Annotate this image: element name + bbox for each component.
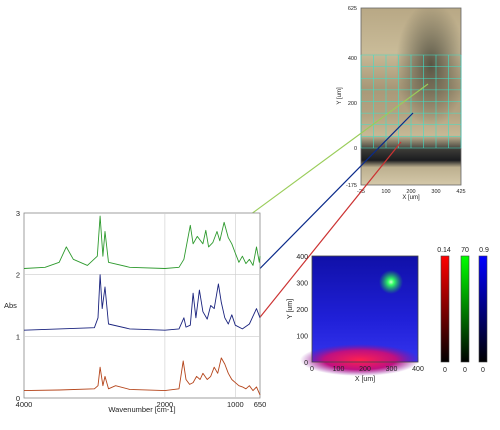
map-frame bbox=[311, 255, 419, 363]
map-x-tick: 200 bbox=[359, 366, 371, 373]
micrograph-y-tick: 200 bbox=[348, 101, 357, 107]
map-x-ticks: 0 100 200 300 400 bbox=[310, 366, 424, 373]
map-y-ticks: 400 300 200 100 0 bbox=[296, 254, 308, 367]
micrograph-x-tick: 425 bbox=[456, 189, 465, 195]
spectrum-line-1 bbox=[23, 215, 261, 269]
spectrum-x-label: Wavenumber [cm-1] bbox=[108, 405, 175, 414]
colorbar-red-max: 0.14 bbox=[437, 247, 451, 254]
colorbar-green-min: 0 bbox=[463, 367, 467, 374]
colorbar-red bbox=[440, 255, 450, 363]
map-y-tick: 100 bbox=[296, 334, 308, 341]
colorbar-blue bbox=[478, 255, 488, 363]
spectrum-x-ticks: 4000 2000 1000 650 bbox=[16, 400, 267, 409]
arrow-green bbox=[222, 83, 429, 235]
colorbar-red-min: 0 bbox=[443, 367, 447, 374]
spectrum-series bbox=[23, 215, 261, 396]
spectrum-line-2 bbox=[23, 274, 261, 331]
spectrum-x-tick: 2000 bbox=[157, 400, 174, 409]
map-y-tick: 300 bbox=[296, 281, 308, 288]
micrograph-y-label: Y [um] bbox=[337, 87, 343, 105]
map-x-tick: 100 bbox=[333, 366, 345, 373]
spectrum-x-tick: 1000 bbox=[227, 400, 244, 409]
spectrum-gridlines bbox=[24, 213, 260, 398]
map-x-tick: 0 bbox=[310, 366, 314, 373]
spectrum-y-tick: 3 bbox=[16, 209, 20, 218]
map-x-tick: 300 bbox=[386, 366, 398, 373]
spectrum-panel: 4000 2000 1000 650 0 1 2 3 Wavenumber [cm-1] A… bbox=[4, 209, 266, 414]
colorbars: 0.14 70 0.9 0 0 0 bbox=[437, 247, 489, 374]
spectrum-line-3 bbox=[23, 357, 261, 396]
map-green-hotspot bbox=[379, 270, 403, 294]
micrograph-y-tick: 625 bbox=[348, 6, 357, 12]
map-y-tick: 200 bbox=[296, 307, 308, 314]
spectrum-y-tick: 0 bbox=[16, 394, 20, 403]
spectrum-x-tick: 650 bbox=[254, 400, 267, 409]
spectrum-y-tick: 2 bbox=[16, 271, 20, 280]
map-y-tick: 400 bbox=[296, 254, 308, 261]
micrograph-x-tick: 100 bbox=[381, 189, 390, 195]
colorbar-blue-max: 0.9 bbox=[479, 247, 489, 254]
colorbar-green-max: 70 bbox=[461, 247, 469, 254]
chemical-map-panel: 0 100 200 300 400 400 300 200 100 0 X [um] Y [um… bbox=[287, 254, 424, 383]
spectrum-y-label: Abs bbox=[4, 301, 17, 310]
spectrum-plot-area bbox=[23, 212, 261, 399]
map-x-tick: 400 bbox=[412, 366, 424, 373]
micrograph-y-tick: 400 bbox=[348, 56, 357, 62]
measurement-grid bbox=[360, 54, 462, 149]
colorbar-blue-min: 0 bbox=[481, 367, 485, 374]
micrograph-y-ticks: 625 400 200 0 -175 bbox=[346, 6, 357, 189]
micrograph-x-tick: 300 bbox=[431, 189, 440, 195]
micrograph-y-tick: -175 bbox=[346, 183, 357, 189]
spectrum-y-ticks: 0 1 2 3 bbox=[16, 209, 20, 403]
spectrum-y-tick: 1 bbox=[16, 332, 20, 341]
map-y-tick: 0 bbox=[304, 360, 308, 367]
micrograph-x-tick: 200 bbox=[406, 189, 415, 195]
spectrum-x-tick: 4000 bbox=[16, 400, 33, 409]
colorbar-green bbox=[460, 255, 470, 363]
map-x-label: X [um] bbox=[355, 376, 375, 383]
map-y-label: Y [um] bbox=[287, 299, 294, 319]
micrograph-x-label: X [um] bbox=[402, 195, 420, 201]
map-red-region bbox=[300, 344, 420, 376]
micrograph-y-tick: 0 bbox=[354, 146, 357, 152]
